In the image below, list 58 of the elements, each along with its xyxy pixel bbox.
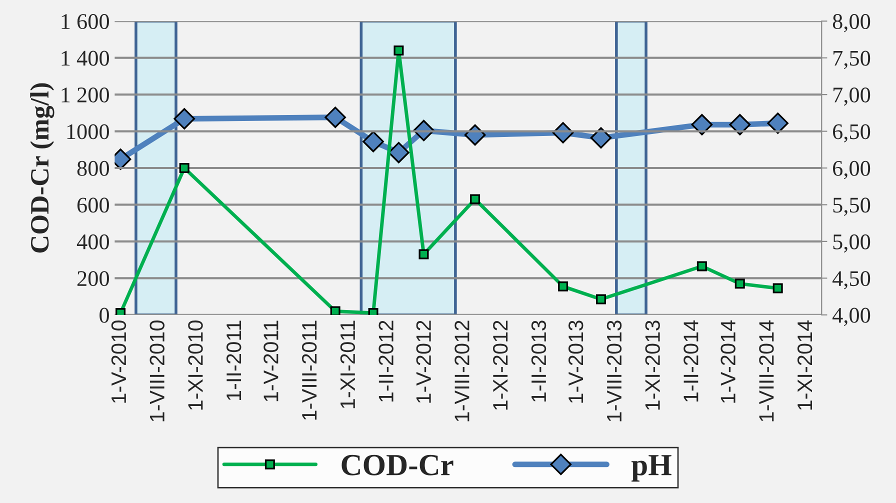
point [729,114,751,136]
y-tick-label: 200 [77,271,109,286]
point [691,114,713,136]
x-tick-label: 1-VIII-2013 [606,320,622,422]
x-tick-label: 1-VIII-2011 [302,320,317,420]
x-tick-label: 1-V-2011 [264,320,278,402]
x-tick-label: 1-XI-2014 [797,320,812,410]
x-tick-label: 1-V-2014 [720,320,736,403]
legend-label: pH [632,455,672,482]
legend-label: COD-Cr [342,454,454,476]
y2-tick-label: 7,50 [834,50,870,69]
x-tick-label: 1-V-2010 [111,320,126,403]
point [696,261,707,272]
y-tick-label: 0 [100,308,109,323]
y-tick-label: 600 [77,198,109,213]
y2-tick-label: 4,50 [832,271,870,290]
x-tick-label: 1-VIII-2014 [759,320,774,422]
y-tick-label: 800 [77,160,109,176]
y2-tick-label: 4,00 [832,308,870,326]
x-tick-label: 1-II-2012 [378,320,394,402]
y-tick-label: 400 [76,234,109,250]
point [324,106,346,128]
x-tick-label: 1-V-2013 [568,320,584,403]
x-tick-label: 1-II-2011 [226,320,242,400]
y2-tick-label: 6,00 [833,160,870,180]
y-tick-label: 1 600 [62,14,109,30]
point [394,46,404,56]
x-tick-label: 1-VIII-2010 [150,320,164,422]
point [767,112,788,134]
y-axis-title: COD-Cr (mg/l) [30,83,54,253]
y2-tick-label: 6,50 [833,124,870,142]
point [772,283,783,294]
y-tick-label: 1000 [67,124,109,140]
y2-tick-label: 5,50 [833,198,870,216]
x-tick-label: 1-XI-2013 [645,320,660,410]
y2-tick-label: 7,00 [834,87,870,106]
y-tick-label: 1 200 [62,87,109,102]
point [470,194,480,204]
x-tick-label: 1-XI-2010 [188,320,203,410]
x-tick-label: 1-XI-2012 [492,320,508,410]
point [388,142,410,164]
x-tick-label: 1-V-2012 [416,320,431,403]
y2-tick-label: 5,00 [833,234,870,253]
point [330,306,340,315]
point [362,130,384,152]
point [174,108,195,130]
point [558,281,568,292]
x-tick-label: 1-II-2014 [684,320,698,402]
x-tick-label: 1-II-2013 [531,320,546,402]
y-tick-label: 1 400 [62,50,109,66]
point [179,163,190,174]
point [590,127,612,149]
x-tick-label: 1-XI-2011 [340,320,356,408]
point [418,249,429,260]
x-tick-label: 1-VIII-2012 [454,320,470,422]
point [734,278,745,289]
point [596,294,606,304]
y2-tick-label: 8,00 [832,14,870,32]
